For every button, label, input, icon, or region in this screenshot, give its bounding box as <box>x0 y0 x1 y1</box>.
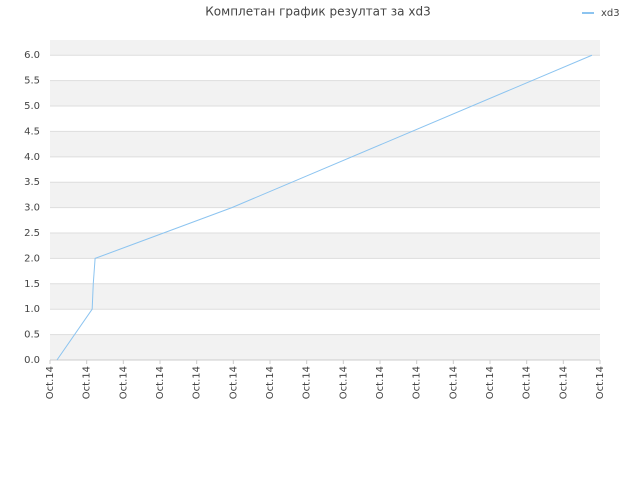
x-tick-label: Oct.14 <box>45 366 56 399</box>
y-tick-label: 3.0 <box>24 203 40 214</box>
y-tick-label: 5.5 <box>24 76 40 87</box>
x-tick-label: Oct.14 <box>302 366 313 399</box>
x-tick-label: Oct.14 <box>485 366 496 399</box>
grid-band <box>50 131 600 157</box>
x-tick-label: Oct.14 <box>412 366 423 399</box>
grid-band <box>50 334 600 360</box>
x-tick-label: Oct.14 <box>155 366 166 399</box>
y-tick-label: 6.0 <box>24 50 40 61</box>
grid-band <box>50 182 600 208</box>
x-tick-label: Oct.14 <box>558 366 569 399</box>
y-tick-label: 0.5 <box>24 330 40 341</box>
y-tick-label: 4.0 <box>24 152 40 163</box>
y-tick-label: 1.5 <box>24 279 40 290</box>
x-tick-label: Oct.14 <box>375 366 386 399</box>
x-tick-label: Oct.14 <box>522 366 533 399</box>
x-tick-label: Oct.14 <box>82 366 93 399</box>
x-tick-label: Oct.14 <box>192 366 203 399</box>
y-tick-label: 2.5 <box>24 228 40 239</box>
grid-band <box>50 40 600 56</box>
y-tick-label: 1.0 <box>24 304 40 315</box>
chart-title: Комплетан график резултат за xd3 <box>205 5 430 19</box>
x-tick-label: Oct.14 <box>448 366 459 399</box>
y-tick-label: 3.5 <box>24 177 40 188</box>
x-tick-label: Oct.14 <box>265 366 276 399</box>
y-tick-label: 5.0 <box>24 101 40 112</box>
grid-band <box>50 80 600 107</box>
x-tick-label: Oct.14 <box>338 366 349 399</box>
grid-band <box>50 233 600 259</box>
x-tick-label: Oct.14 <box>118 366 129 399</box>
legend-label: xd3 <box>601 8 620 19</box>
line <box>56 54 593 361</box>
y-tick-label: 0.0 <box>24 355 40 366</box>
grid-band <box>50 283 600 310</box>
x-tick-label: Oct.14 <box>228 366 239 399</box>
x-tick-label: Oct.14 <box>595 366 606 399</box>
y-tick-label: 2.0 <box>24 253 40 264</box>
y-tick-label: 4.5 <box>24 126 40 137</box>
